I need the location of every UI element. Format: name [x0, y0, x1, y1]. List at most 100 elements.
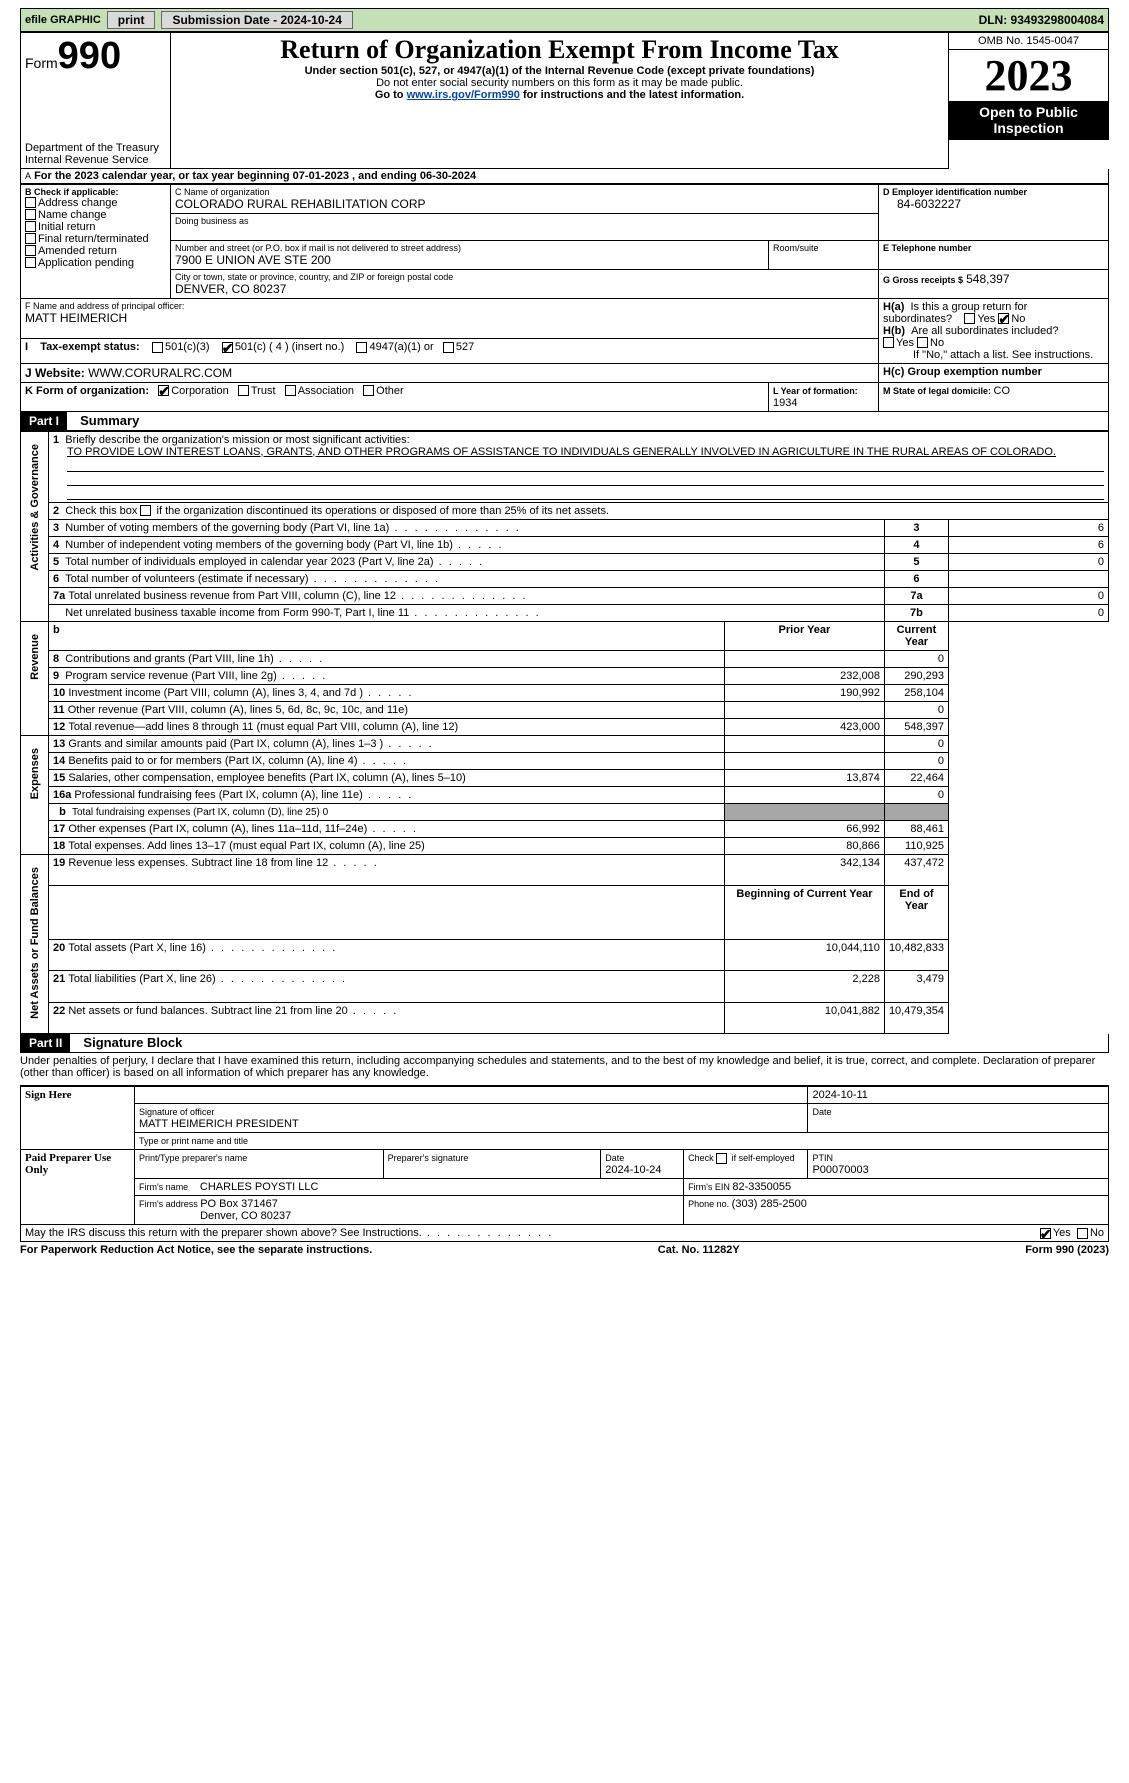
tax-period-line: A For the 2023 calendar year, or tax yea… — [20, 169, 1109, 184]
c16a: 0 — [884, 786, 948, 803]
room-label: Room/suite — [773, 243, 874, 253]
chk-amended-return[interactable]: Amended return — [25, 245, 166, 257]
p13 — [724, 735, 884, 752]
c15: 22,464 — [884, 769, 948, 786]
part-i-heading: Summary — [70, 413, 139, 428]
hdr-prior: Prior Year — [779, 624, 831, 636]
phone-label: E Telephone number — [883, 243, 1104, 253]
irs-label: Internal Revenue Service — [25, 154, 166, 166]
firm-ein-lbl: Firm's EIN — [688, 1182, 732, 1192]
chk-527[interactable] — [443, 342, 454, 353]
v5: 0 — [949, 553, 1109, 570]
chk-corp[interactable] — [158, 385, 169, 396]
c17: 88,461 — [884, 820, 948, 837]
year-formation: 1934 — [773, 397, 797, 409]
c11: 0 — [884, 701, 948, 718]
v3: 6 — [949, 519, 1109, 536]
firm-name-lbl: Firm's name — [139, 1182, 191, 1192]
l13: Grants and similar amounts paid (Part IX… — [68, 738, 433, 750]
c21: 3,479 — [884, 971, 948, 1003]
city-value: DENVER, CO 80237 — [175, 282, 874, 296]
l9: Program service revenue (Part VIII, line… — [65, 670, 327, 682]
side-netassets: Net Assets or Fund Balances — [27, 857, 43, 1029]
chk-501c3[interactable] — [152, 342, 163, 353]
p12: 423,000 — [724, 718, 884, 735]
side-activities: Activities & Governance — [27, 434, 43, 581]
l1-value: TO PROVIDE LOW INTEREST LOANS, GRANTS, A… — [53, 446, 1104, 458]
officer-label: F Name and address of principal officer: — [25, 301, 874, 311]
l1-label: Briefly describe the organization's miss… — [65, 434, 409, 446]
gross-receipts-label: G Gross receipts $ — [883, 275, 963, 285]
signature-table: Sign Here 2024-10-11 Signature of office… — [20, 1086, 1109, 1225]
v4: 6 — [949, 536, 1109, 553]
ha-yes[interactable] — [964, 313, 975, 324]
form-subtitle2: Do not enter social security numbers on … — [175, 77, 944, 89]
officer-name: MATT HEIMERICH — [25, 311, 874, 325]
box-k-label: K Form of organization: — [25, 385, 149, 397]
print-button[interactable]: print — [107, 11, 156, 29]
h-b-note: If "No," attach a list. See instructions… — [883, 349, 1104, 361]
chk-address-change[interactable]: Address change — [25, 197, 166, 209]
part-i-badge: Part I — [21, 412, 67, 430]
chk-4947[interactable] — [356, 342, 367, 353]
dept-treasury: Department of the Treasury — [25, 142, 166, 154]
chk-assoc[interactable] — [285, 385, 296, 396]
firm-addr1: PO Box 371467 — [200, 1198, 278, 1210]
p21: 2,228 — [724, 971, 884, 1003]
p17: 66,992 — [724, 820, 884, 837]
box-b-heading: B Check if applicable: — [25, 187, 166, 197]
p9: 232,008 — [724, 667, 884, 684]
hdr-end: End of Year — [884, 886, 948, 940]
p14 — [724, 752, 884, 769]
dln-label: DLN: 93493298004084 — [979, 13, 1104, 27]
v7b: 0 — [949, 604, 1109, 621]
l16a: Professional fundraising fees (Part IX, … — [74, 789, 413, 801]
h-b-line: H(b) Are all subordinates included? Yes … — [883, 325, 1104, 349]
entity-info-table: B Check if applicable: Address change Na… — [20, 184, 1109, 412]
chk-name-change[interactable]: Name change — [25, 209, 166, 221]
l7b: Net unrelated business taxable income fr… — [65, 607, 540, 619]
chk-self-employed[interactable]: Check if self-employed — [688, 1153, 795, 1163]
efile-label: efile GRAPHIC — [25, 14, 101, 26]
chk-other[interactable] — [363, 385, 374, 396]
box-j-label: J Website: — [25, 366, 88, 380]
ein-label: D Employer identification number — [883, 187, 1104, 197]
open-public-badge: Open to Public Inspection — [949, 101, 1108, 139]
chk-final-return[interactable]: Final return/terminated — [25, 233, 166, 245]
discuss-no[interactable] — [1077, 1228, 1088, 1239]
sig-date-lbl: Date — [812, 1107, 831, 1117]
box-i-label: I Tax-exempt status: — [25, 341, 140, 353]
l22: Net assets or fund balances. Subtract li… — [68, 1005, 398, 1017]
sign-here-label: Sign Here — [21, 1087, 135, 1150]
footer-right: Form 990 (2023) — [1025, 1244, 1109, 1256]
irs-link[interactable]: www.irs.gov/Form990 — [407, 89, 520, 101]
hb-no[interactable] — [917, 337, 928, 348]
sig-officer-lbl: Signature of officer — [139, 1107, 214, 1117]
chk-501c[interactable] — [222, 342, 233, 353]
efile-topbar: efile GRAPHIC print Submission Date - 20… — [20, 8, 1109, 32]
chk-application-pending[interactable]: Application pending — [25, 257, 166, 269]
chk-discontinued[interactable] — [140, 505, 151, 516]
l6: Total number of volunteers (estimate if … — [65, 573, 440, 585]
hb-yes[interactable] — [883, 337, 894, 348]
part-ii-heading: Signature Block — [73, 1035, 182, 1050]
discuss-line: May the IRS discuss this return with the… — [20, 1225, 1109, 1242]
officer-sig-date: 2024-10-11 — [812, 1089, 867, 1101]
omb-number: OMB No. 1545-0047 — [949, 33, 1108, 50]
c14: 0 — [884, 752, 948, 769]
form-header-table: Form990 Return of Organization Exempt Fr… — [20, 32, 1109, 169]
tax-year: 2023 — [949, 50, 1108, 101]
page: efile GRAPHIC print Submission Date - 20… — [0, 0, 1129, 1264]
l12: Total revenue—add lines 8 through 11 (mu… — [68, 721, 458, 733]
ha-no[interactable] — [998, 313, 1009, 324]
chk-trust[interactable] — [238, 385, 249, 396]
c18: 110,925 — [884, 837, 948, 854]
p8 — [724, 650, 884, 667]
h-a-line: H(a) Is this a group return for subordin… — [883, 301, 1104, 325]
chk-initial-return[interactable]: Initial return — [25, 221, 166, 233]
firm-name: CHARLES POYSTI LLC — [200, 1181, 319, 1193]
box-l-label: L Year of formation: — [773, 386, 858, 396]
discuss-yes[interactable] — [1040, 1228, 1051, 1239]
l19: Revenue less expenses. Subtract line 18 … — [68, 857, 378, 869]
part-ii-badge: Part II — [21, 1034, 70, 1052]
